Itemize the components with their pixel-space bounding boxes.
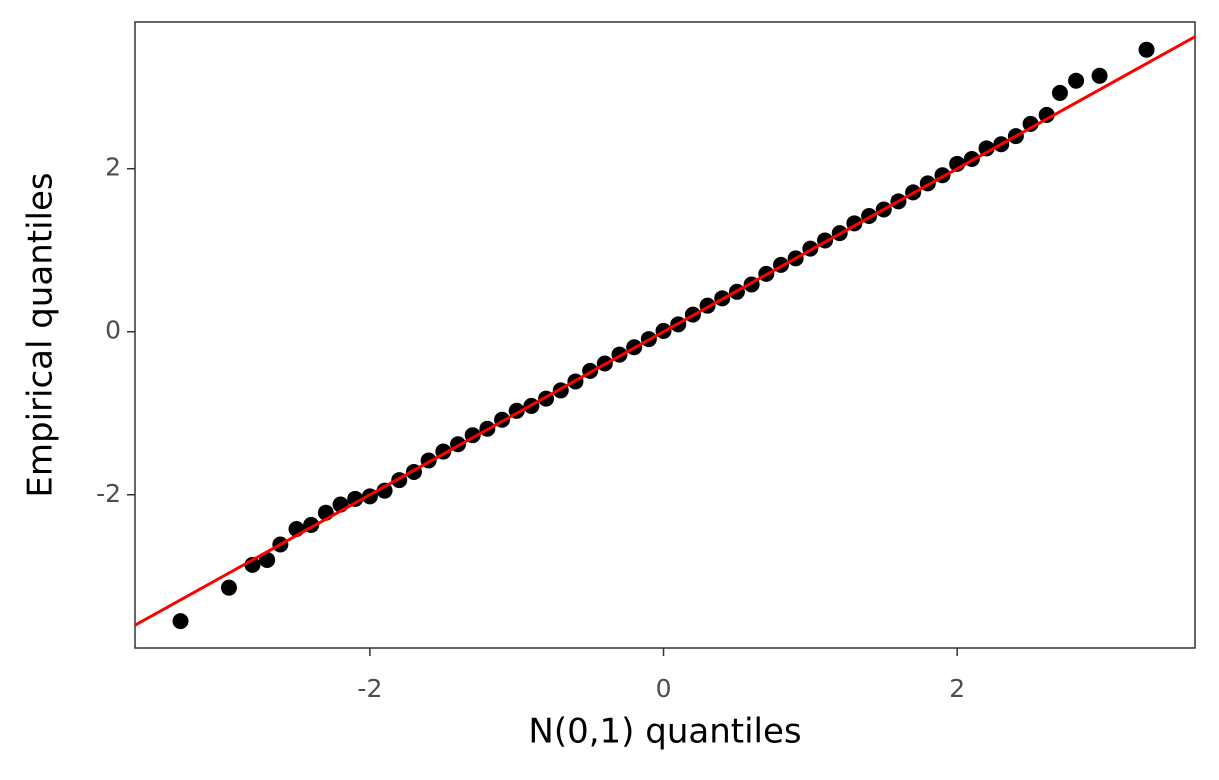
reference-line [135, 35, 1195, 627]
y-tick-label: 0 [105, 316, 121, 345]
point [978, 140, 995, 157]
point [259, 551, 276, 568]
y-tick-label: 2 [105, 153, 121, 182]
point [1068, 72, 1085, 89]
point [1022, 115, 1039, 132]
point [220, 579, 237, 596]
point [376, 482, 393, 499]
x-tick-label: 2 [949, 674, 965, 703]
point [1138, 41, 1155, 58]
x-tick-label: 0 [656, 674, 672, 703]
point [347, 490, 364, 507]
point [1051, 84, 1068, 101]
y-tick-label: -2 [96, 479, 121, 508]
y-axis-title: Empirical quantiles [21, 172, 61, 497]
x-axis-title: N(0,1) quantiles [528, 712, 801, 752]
plot-area [135, 35, 1195, 630]
point [1091, 67, 1108, 84]
point [172, 613, 189, 630]
x-tick-label: -2 [357, 674, 382, 703]
point [1038, 106, 1055, 123]
